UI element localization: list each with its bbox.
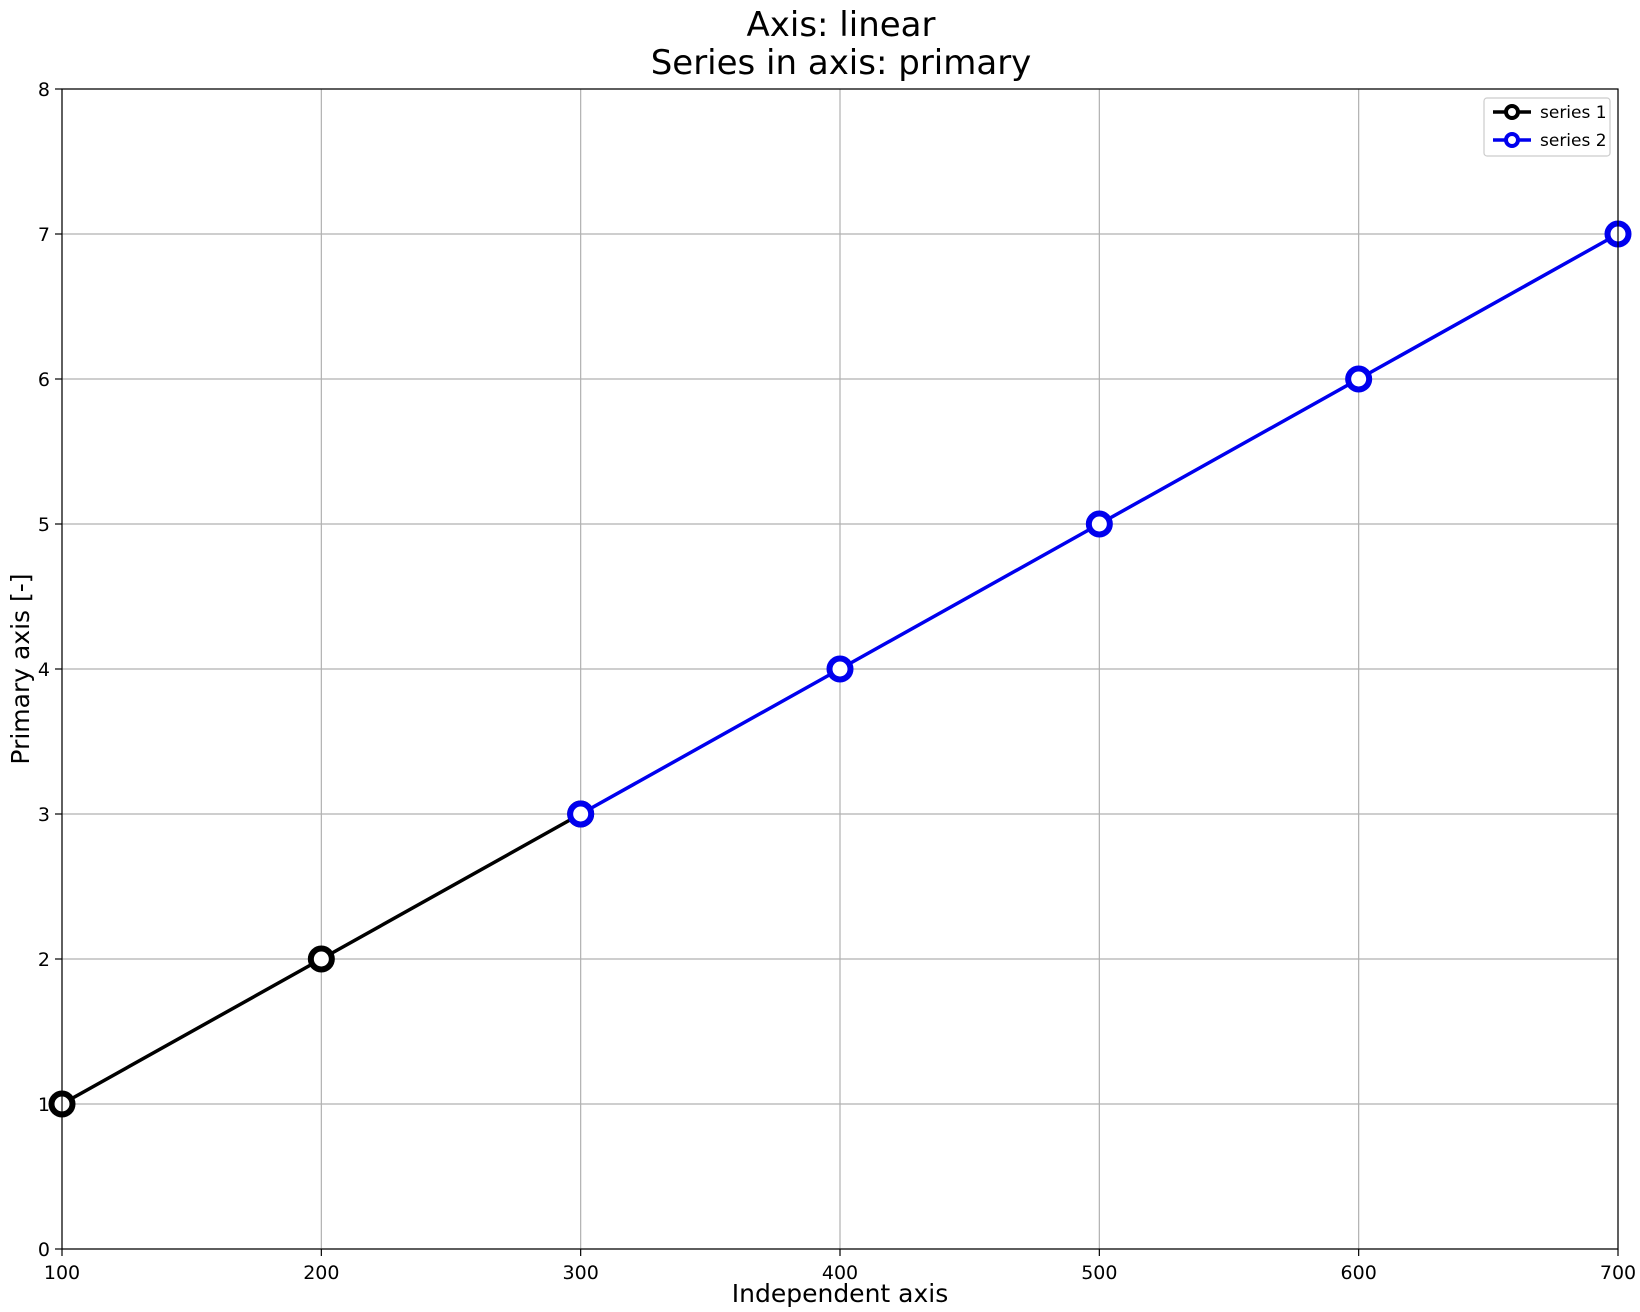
legend-label: series 2	[1540, 131, 1607, 151]
x-tick-label: 600	[1341, 1262, 1377, 1284]
series-1-point	[307, 945, 335, 973]
y-tick-label: 5	[38, 514, 50, 536]
axis-ticks: 100 200 300 400 500 600 700 0 1 2 3 4 5 6 7 8	[38, 79, 1636, 1284]
series-layer	[48, 220, 1632, 1118]
y-tick-label: 0	[38, 1239, 50, 1261]
x-tick-label: 300	[563, 1262, 599, 1284]
x-tick-label: 500	[1081, 1262, 1117, 1284]
legend-label: series 1	[1540, 103, 1607, 123]
x-tick-label: 400	[822, 1262, 858, 1284]
x-tick-label: 200	[303, 1262, 339, 1284]
x-tick-label: 700	[1600, 1262, 1636, 1284]
y-tick-label: 4	[38, 659, 50, 681]
y-tick-label: 6	[38, 369, 50, 391]
series-2-point	[567, 800, 595, 828]
plot-frame	[61, 88, 1619, 1250]
y-axis-label: Primary axis [-]	[6, 573, 35, 764]
y-tick-label: 3	[38, 804, 50, 826]
y-tick-label: 7	[38, 224, 50, 246]
series-2-point	[826, 655, 854, 683]
chart-title-line1: Axis: linear	[747, 5, 936, 45]
x-tick-label: 100	[44, 1262, 80, 1284]
legend-marker	[1504, 104, 1520, 120]
series-2-point	[1085, 510, 1113, 538]
x-axis-label: Independent axis	[732, 1279, 949, 1308]
legend-entry-2: series 2	[1493, 131, 1607, 151]
y-tick-label: 8	[38, 79, 50, 101]
y-tick-label: 2	[38, 949, 50, 971]
legend-marker	[1504, 132, 1520, 148]
y-tick-label: 1	[38, 1094, 50, 1116]
legend-entry-1: series 1	[1493, 103, 1607, 123]
chart-title-line2: Series in axis: primary	[651, 43, 1032, 83]
legend: series 1 series 2	[1483, 97, 1611, 157]
series-2-point	[1345, 365, 1373, 393]
